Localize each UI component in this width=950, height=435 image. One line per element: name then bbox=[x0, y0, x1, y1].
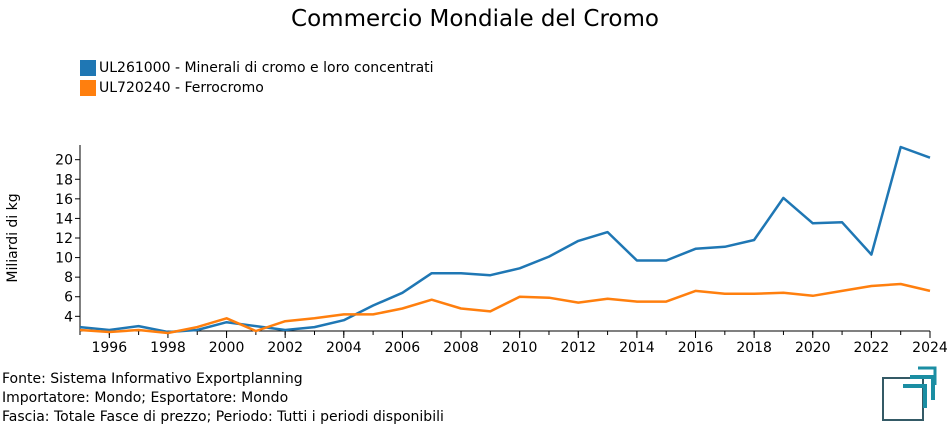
y-tick-label: 12 bbox=[55, 231, 73, 247]
footer-source: Fonte: Sistema Informativo Exportplannin… bbox=[2, 371, 303, 387]
x-tick-label: 2008 bbox=[443, 340, 479, 356]
x-tick-label: 2018 bbox=[736, 340, 772, 356]
y-tick-label: 18 bbox=[55, 172, 73, 188]
footer-importer: Importatore: Mondo; Esportatore: Mondo bbox=[2, 390, 289, 406]
y-tick-label: 6 bbox=[64, 290, 73, 306]
legend-swatch-ferrocromo bbox=[80, 80, 96, 96]
y-tick-label: 8 bbox=[64, 270, 73, 286]
legend-item-ferrocromo[interactable]: UL720240 - Ferrocromo bbox=[80, 79, 264, 97]
legend-swatch-minerali bbox=[80, 60, 96, 76]
legend-item-minerali[interactable]: UL261000 - Minerali di cromo e loro conc… bbox=[80, 59, 434, 77]
x-tick-label: 2012 bbox=[560, 340, 596, 356]
x-tick-label: 2010 bbox=[502, 340, 538, 356]
x-tick-label: 2022 bbox=[854, 340, 890, 356]
x-tick-label: 2016 bbox=[678, 340, 714, 356]
y-tick-label: 16 bbox=[55, 192, 73, 208]
legend-label-ferrocromo: UL720240 - Ferrocromo bbox=[99, 80, 264, 96]
x-tick-label: 2006 bbox=[385, 340, 421, 356]
x-tick-label: 1998 bbox=[150, 340, 186, 356]
x-tick-label: 2014 bbox=[619, 340, 655, 356]
y-tick-label: 20 bbox=[55, 153, 73, 169]
y-tick-label: 10 bbox=[55, 251, 73, 267]
legend-label-minerali: UL261000 - Minerali di cromo e loro conc… bbox=[99, 60, 434, 76]
y-tick-label: 4 bbox=[64, 309, 73, 325]
footer-range: Fascia: Totale Fasce di prezzo; Periodo:… bbox=[2, 409, 444, 425]
x-tick-label: 2004 bbox=[326, 340, 362, 356]
exportplanning-logo-icon bbox=[882, 366, 937, 421]
chart-title: Commercio Mondiale del Cromo bbox=[291, 6, 659, 32]
x-tick-label: 2020 bbox=[795, 340, 831, 356]
x-tick-label: 1996 bbox=[91, 340, 127, 356]
x-tick-label: 2002 bbox=[267, 340, 303, 356]
y-axis-label: Miliardi di kg bbox=[5, 193, 21, 282]
series-line-minerali bbox=[79, 145, 931, 334]
series-line-ferrocromo bbox=[79, 282, 931, 335]
y-tick-label: 14 bbox=[55, 211, 73, 227]
x-tick-label: 2024 bbox=[912, 340, 948, 356]
x-tick-label: 2000 bbox=[209, 340, 245, 356]
